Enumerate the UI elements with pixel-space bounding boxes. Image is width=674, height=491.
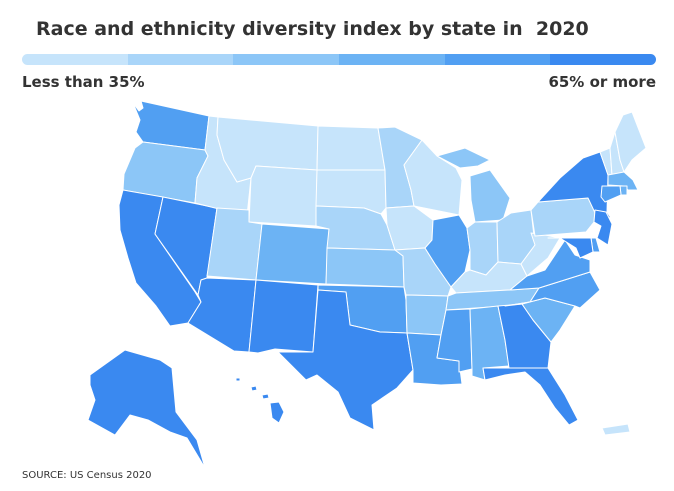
legend-low-label: Less than 35% <box>22 73 145 91</box>
state-fl[interactable] <box>482 367 579 426</box>
source-note: SOURCE: US Census 2020 <box>22 470 152 481</box>
legend-swatch <box>444 54 551 65</box>
legend-swatch <box>233 54 340 65</box>
legend-swatch <box>127 54 234 65</box>
legend-swatch <box>550 54 656 65</box>
state-md[interactable] <box>547 237 594 259</box>
state-pr[interactable] <box>601 423 631 436</box>
legend-color-scale <box>22 54 656 65</box>
state-ak[interactable] <box>87 349 206 469</box>
state-ia[interactable] <box>385 205 434 251</box>
state-va[interactable] <box>509 239 591 291</box>
state-wv[interactable] <box>520 232 561 277</box>
map-title: Race and ethnicity diversity index by st… <box>36 18 589 40</box>
state-ct[interactable] <box>600 185 622 203</box>
state-ks[interactable] <box>325 247 405 288</box>
state-wy[interactable] <box>248 165 318 227</box>
state-hi[interactable] <box>235 377 285 424</box>
legend-high-label: 65% or more <box>548 73 656 91</box>
legend-swatch <box>22 54 128 65</box>
state-co[interactable] <box>255 223 330 285</box>
legend-swatch <box>339 54 445 65</box>
state-me[interactable] <box>614 111 647 173</box>
state-tx[interactable] <box>277 289 414 431</box>
state-ma[interactable] <box>607 171 639 191</box>
state-wi[interactable] <box>403 139 463 216</box>
states-layer <box>87 100 647 469</box>
state-nm[interactable] <box>248 279 319 354</box>
state-nj[interactable] <box>593 209 613 246</box>
state-ne[interactable] <box>315 205 396 251</box>
state-nd[interactable] <box>316 125 386 171</box>
state-pa[interactable] <box>530 197 596 237</box>
